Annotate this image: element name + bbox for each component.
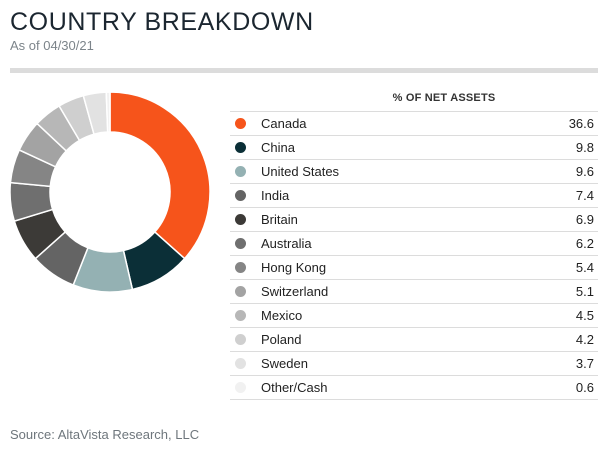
legend-swatch — [235, 166, 246, 177]
legend-swatch — [235, 238, 246, 249]
country-name: Mexico — [261, 308, 303, 323]
country-name: Sweden — [261, 356, 308, 371]
legend-row: Poland 4.2 — [230, 328, 598, 352]
legend-row: Britain 6.9 — [230, 208, 598, 232]
country-percent: 9.6 — [575, 164, 594, 179]
country-percent: 4.5 — [575, 308, 594, 323]
legend-row: Hong Kong 5.4 — [230, 256, 598, 280]
country-name: China — [261, 140, 295, 155]
donut-chart — [9, 91, 211, 293]
legend-row: Australia 6.2 — [230, 232, 598, 256]
country-name: India — [261, 188, 290, 203]
legend-row: China 9.8 — [230, 136, 598, 160]
country-percent: 6.2 — [575, 236, 594, 251]
country-rows: Canada 36.6 China 9.8 United States 9.6 India 7… — [230, 111, 598, 400]
country-percent: 5.1 — [575, 284, 594, 299]
legend-swatch — [235, 358, 246, 369]
country-percent: 6.9 — [575, 212, 594, 227]
country-name: Other/Cash — [261, 380, 328, 395]
country-table: % OF NET ASSETS Canada 36.6 China 9.8 United… — [230, 85, 598, 400]
country-name: United States — [261, 164, 340, 179]
country-name: Australia — [261, 236, 312, 251]
source-note: Source: AltaVista Research, LLC — [10, 427, 200, 442]
country-percent: 4.2 — [575, 332, 594, 347]
country-name: Switzerland — [261, 284, 329, 299]
country-percent: 5.4 — [575, 260, 594, 275]
legend-swatch — [235, 214, 246, 225]
country-name: Hong Kong — [261, 260, 327, 275]
country-name: Britain — [261, 212, 298, 227]
country-name: Poland — [261, 332, 302, 347]
legend-swatch — [235, 382, 246, 393]
country-name: Canada — [261, 116, 307, 131]
legend-swatch — [235, 334, 246, 345]
country-percent: 36.6 — [568, 116, 594, 131]
net-assets-column-header: % OF NET ASSETS — [392, 92, 496, 104]
legend-row: Mexico 4.5 — [230, 304, 598, 328]
legend-row: United States 9.6 — [230, 160, 598, 184]
header-divider — [10, 68, 598, 73]
country-percent: 0.6 — [575, 380, 594, 395]
legend-swatch — [235, 190, 246, 201]
legend-row: India 7.4 — [230, 184, 598, 208]
legend-row: Other/Cash 0.6 — [230, 376, 598, 400]
donut-slice-other-cash — [105, 91, 111, 133]
legend-row: Switzerland 5.1 — [230, 280, 598, 304]
country-percent: 9.8 — [575, 140, 594, 155]
as-of-date: As of 04/30/21 — [10, 38, 94, 53]
legend-row: Sweden 3.7 — [230, 352, 598, 376]
legend-swatch — [235, 286, 246, 297]
country-percent: 3.7 — [575, 356, 594, 371]
legend-swatch — [235, 262, 246, 273]
legend-swatch — [235, 142, 246, 153]
legend-row: Canada 36.6 — [230, 112, 598, 136]
chart-title: COUNTRY BREAKDOWN — [10, 8, 314, 36]
country-percent: 7.4 — [575, 188, 594, 203]
legend-swatch — [235, 310, 246, 321]
legend-swatch — [235, 118, 246, 129]
donut-slice-canada — [109, 91, 211, 260]
